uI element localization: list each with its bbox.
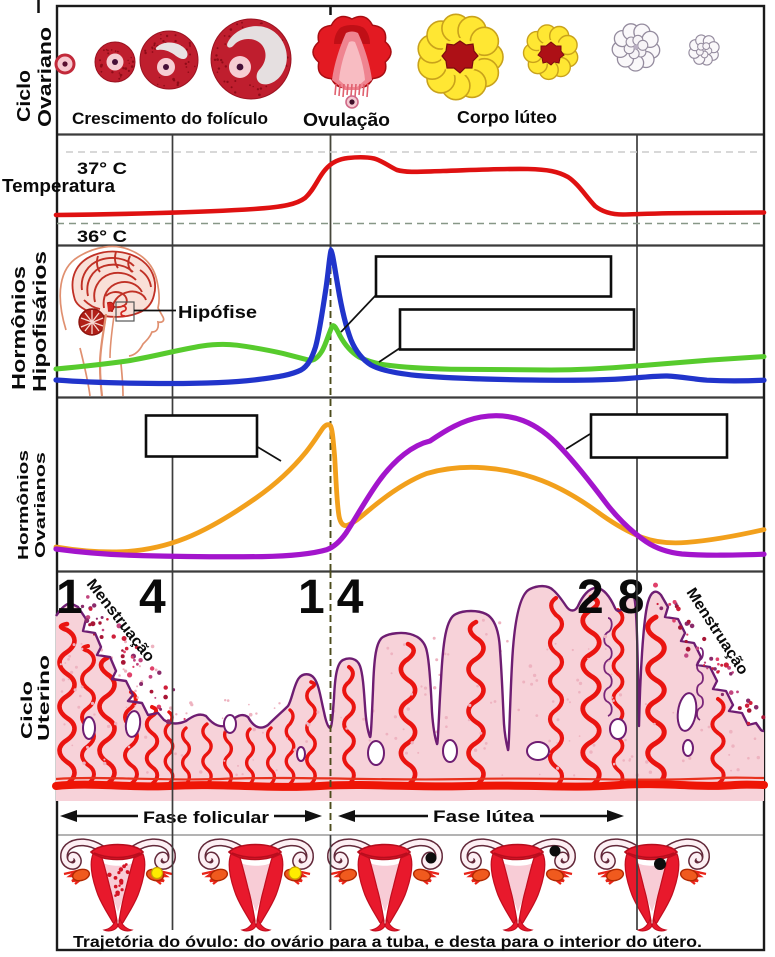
svg-text:1: 1	[56, 571, 83, 624]
svg-text:14: 14	[298, 571, 375, 624]
svg-text:Temperatura: Temperatura	[2, 175, 116, 196]
svg-text:Ovarianos: Ovarianos	[32, 452, 49, 558]
svg-text:28: 28	[577, 571, 658, 624]
svg-text:Trajetória do óvulo: do ovário: Trajetória do óvulo: do ovário para a tu…	[73, 934, 702, 951]
svg-text:36° C: 36° C	[77, 228, 127, 246]
svg-text:Fase lútea: Fase lútea	[433, 807, 535, 826]
svg-text:Ovulação: Ovulação	[303, 109, 390, 130]
svg-text:Crescimento do folículo: Crescimento do folículo	[72, 110, 268, 128]
svg-text:Corpo lúteo: Corpo lúteo	[457, 107, 557, 127]
svg-text:Uterino: Uterino	[36, 655, 53, 741]
svg-text:Fase folicular: Fase folicular	[143, 808, 269, 827]
svg-text:Hormônios: Hormônios	[9, 266, 29, 390]
svg-text:4: 4	[139, 571, 166, 624]
svg-text:37° C: 37° C	[77, 160, 127, 178]
svg-text:Hormônios: Hormônios	[15, 450, 32, 560]
svg-text:Ciclo: Ciclo	[19, 681, 36, 739]
svg-text:Hipofisários: Hipofisários	[30, 251, 50, 392]
svg-text:Ovariano: Ovariano	[35, 27, 55, 127]
svg-text:Ciclo: Ciclo	[14, 70, 34, 122]
svg-text:Hipófise: Hipófise	[178, 302, 257, 322]
